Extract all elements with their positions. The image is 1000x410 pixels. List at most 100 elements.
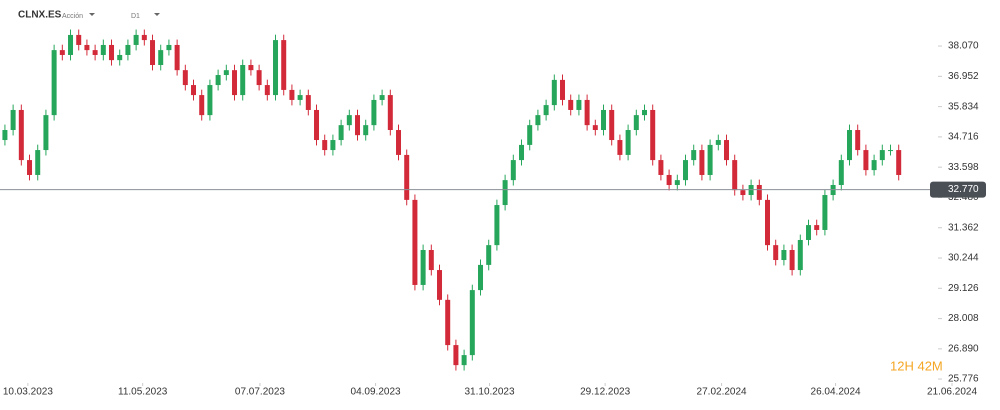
dropdown-arrow[interactable] bbox=[89, 13, 95, 16]
y-tick-label: 34.716 bbox=[948, 132, 979, 143]
candle-body bbox=[43, 115, 49, 151]
x-tick-label: 31.10.2023 bbox=[464, 387, 514, 398]
candle-body bbox=[871, 160, 877, 171]
candle-body bbox=[633, 115, 639, 131]
candle-body bbox=[387, 95, 393, 131]
candle-body bbox=[609, 109, 615, 141]
last-price-label: 32.770 bbox=[948, 184, 979, 195]
symbol: CLNX.ES bbox=[18, 10, 62, 21]
x-tick-label: 07.07.2023 bbox=[235, 387, 285, 398]
candle-body bbox=[789, 250, 795, 271]
countdown: 12H 42M bbox=[890, 358, 943, 373]
candle-body bbox=[765, 199, 771, 246]
candle-body bbox=[371, 99, 377, 126]
asset-type: Acción bbox=[62, 13, 83, 20]
candle-body bbox=[560, 79, 566, 100]
candle-body bbox=[322, 140, 328, 151]
candle-body bbox=[182, 70, 188, 86]
candle-body bbox=[207, 85, 213, 116]
candle-body bbox=[683, 160, 689, 181]
candle-body bbox=[297, 95, 303, 100]
candle-body bbox=[437, 270, 443, 300]
candle-body bbox=[781, 250, 787, 261]
candle-body bbox=[396, 130, 402, 155]
candle-body bbox=[289, 89, 295, 100]
candle-body bbox=[847, 130, 853, 161]
candle-body bbox=[855, 130, 861, 151]
candle-body bbox=[314, 109, 320, 141]
candle-body bbox=[59, 50, 65, 55]
candle-body bbox=[732, 160, 738, 191]
x-tick-label: 27.02.2024 bbox=[697, 387, 747, 398]
y-tick-label: 30.244 bbox=[948, 253, 979, 264]
candle-body bbox=[355, 115, 361, 136]
candle-body bbox=[264, 85, 270, 96]
candle-body bbox=[740, 190, 746, 196]
candle-body bbox=[346, 115, 352, 126]
candle-body bbox=[133, 34, 139, 45]
candle-body bbox=[379, 95, 385, 100]
candle-body bbox=[699, 150, 705, 175]
candle-body bbox=[715, 140, 721, 145]
candle-body bbox=[888, 150, 894, 152]
x-tick-label: 26.04.2024 bbox=[811, 387, 861, 398]
y-tick-label: 36.952 bbox=[948, 71, 979, 82]
candle-body bbox=[18, 109, 24, 161]
candle-body bbox=[838, 160, 844, 185]
candle-body bbox=[92, 50, 98, 55]
y-tick-label: 26.890 bbox=[948, 344, 979, 355]
candle-body bbox=[109, 44, 115, 61]
candle-body bbox=[519, 144, 525, 161]
candle-body bbox=[707, 144, 713, 175]
y-tick-label: 25.776 bbox=[948, 374, 979, 385]
candle-body bbox=[478, 264, 484, 291]
candle-body bbox=[445, 299, 451, 346]
candle-body bbox=[691, 150, 697, 161]
candle-body bbox=[863, 150, 869, 171]
candle-body bbox=[642, 109, 648, 116]
candle-body bbox=[68, 34, 74, 55]
candle-body bbox=[650, 109, 656, 161]
candle-body bbox=[420, 250, 426, 285]
candle-body bbox=[601, 109, 607, 131]
candle-body bbox=[76, 34, 82, 45]
candle-body bbox=[10, 109, 16, 131]
candle-body bbox=[568, 99, 574, 110]
candle-body bbox=[797, 239, 803, 271]
candle-body bbox=[879, 150, 885, 161]
candle-body bbox=[674, 180, 680, 185]
candle-body bbox=[51, 50, 57, 116]
candle-body bbox=[166, 44, 172, 51]
candle-body bbox=[773, 245, 779, 261]
candle-body bbox=[756, 184, 762, 200]
y-tick-label: 38.070 bbox=[948, 41, 979, 52]
candle-body bbox=[724, 140, 730, 161]
candle-body bbox=[510, 160, 516, 181]
candle-body bbox=[814, 225, 820, 230]
candle-body bbox=[502, 180, 508, 206]
candle-body bbox=[404, 154, 410, 200]
candle-body bbox=[363, 125, 369, 136]
candle-body bbox=[281, 40, 287, 90]
candle-body bbox=[305, 95, 311, 110]
candle-body bbox=[174, 44, 180, 71]
candle-body bbox=[2, 130, 8, 141]
candle-body bbox=[223, 70, 229, 76]
x-tick-label: 21.06.2024 bbox=[927, 387, 977, 398]
candle-body bbox=[141, 34, 147, 41]
candle-body bbox=[584, 99, 590, 126]
candle-body bbox=[551, 79, 557, 106]
candle-body bbox=[527, 125, 533, 145]
candle-body bbox=[428, 250, 434, 271]
dropdown-arrow[interactable] bbox=[154, 13, 160, 16]
candle-body bbox=[35, 150, 41, 175]
candle-body bbox=[248, 65, 254, 71]
candle-body bbox=[543, 105, 549, 116]
candle-body bbox=[822, 195, 828, 230]
candle-body bbox=[576, 99, 582, 110]
candle-body bbox=[199, 95, 205, 116]
candle-body bbox=[658, 160, 664, 175]
candle-body bbox=[256, 70, 262, 86]
candle-body bbox=[215, 75, 221, 86]
timeframe[interactable]: D1 bbox=[131, 13, 140, 20]
